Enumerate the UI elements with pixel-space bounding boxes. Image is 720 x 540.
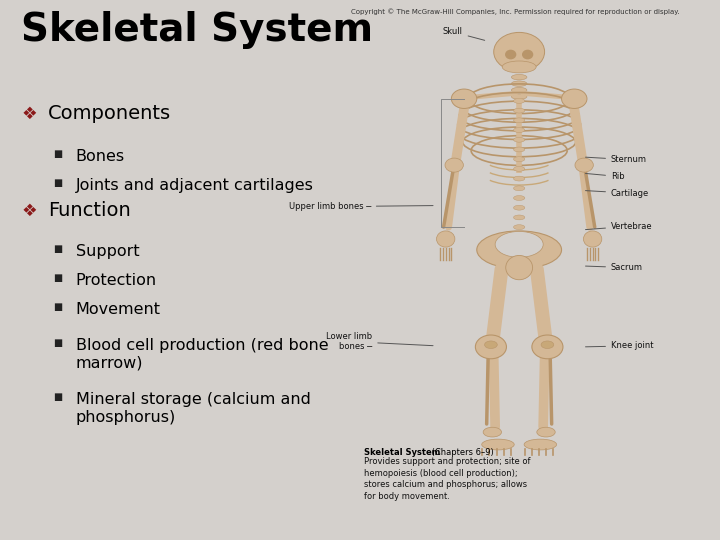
Circle shape [451,89,477,109]
Text: Skull: Skull [443,28,485,40]
Ellipse shape [485,341,498,348]
Ellipse shape [503,61,536,73]
Text: ❖: ❖ [21,105,37,123]
Ellipse shape [511,75,527,80]
Ellipse shape [513,195,525,200]
Ellipse shape [477,231,562,269]
Circle shape [532,335,563,359]
Ellipse shape [513,186,525,191]
Text: Skeletal System: Skeletal System [21,11,373,49]
Ellipse shape [513,157,525,161]
Ellipse shape [513,98,525,103]
Text: ■: ■ [53,338,62,348]
Text: ■: ■ [53,245,62,254]
Text: ■: ■ [53,273,62,283]
Text: Support: Support [76,245,139,259]
Text: Mineral storage (calcium and
phosphorus): Mineral storage (calcium and phosphorus) [76,392,310,424]
Ellipse shape [513,137,525,142]
Text: Protection: Protection [76,273,157,288]
Text: Upper limb bones ─: Upper limb bones ─ [289,202,433,211]
Ellipse shape [513,205,525,210]
Ellipse shape [482,439,514,450]
Text: Components: Components [48,104,171,123]
Text: Function: Function [48,201,131,220]
Ellipse shape [495,232,543,258]
Ellipse shape [511,94,527,99]
Ellipse shape [513,147,525,152]
Text: ❖: ❖ [21,202,37,220]
Ellipse shape [494,32,544,71]
Text: Sternum: Sternum [585,155,647,164]
Ellipse shape [513,166,525,171]
Ellipse shape [513,108,525,113]
Text: Bones: Bones [76,149,125,164]
Text: ■: ■ [53,149,62,159]
Ellipse shape [511,81,527,86]
Text: Movement: Movement [76,301,161,316]
Circle shape [475,335,506,359]
Ellipse shape [483,427,502,437]
Text: Rib: Rib [585,172,625,181]
Text: ■: ■ [53,392,62,402]
Text: Joints and adjacent cartilages: Joints and adjacent cartilages [76,178,313,192]
Text: Provides support and protection; site of
hemopoiesis (blood cell production);
st: Provides support and protection; site of… [364,457,530,501]
Ellipse shape [513,127,525,132]
Ellipse shape [583,231,602,247]
Ellipse shape [505,50,516,59]
Ellipse shape [537,427,555,437]
Circle shape [575,158,593,172]
Ellipse shape [513,118,525,123]
Ellipse shape [524,439,557,450]
Text: Cartilage: Cartilage [585,188,649,198]
Ellipse shape [436,231,455,247]
Text: Vertebrae: Vertebrae [585,221,652,231]
Text: Copyright © The McGraw-Hill Companies, Inc. Permission required for reproduction: Copyright © The McGraw-Hill Companies, I… [351,9,680,15]
Ellipse shape [541,341,554,348]
Text: Lower limb
bones ─: Lower limb bones ─ [326,332,433,351]
Text: ■: ■ [53,301,62,312]
Text: Blood cell production (red bone
marrow): Blood cell production (red bone marrow) [76,338,328,371]
Ellipse shape [513,176,525,181]
Text: (Chapters 6–9): (Chapters 6–9) [428,448,493,457]
Ellipse shape [511,87,527,93]
Text: ■: ■ [53,178,62,187]
Circle shape [445,158,464,172]
Ellipse shape [505,255,533,280]
Text: Sacrum: Sacrum [585,263,643,272]
Text: Skeletal System: Skeletal System [364,448,440,457]
Circle shape [562,89,587,109]
Ellipse shape [513,225,525,230]
Ellipse shape [513,215,525,220]
Ellipse shape [522,50,534,59]
Text: Knee joint: Knee joint [585,341,654,350]
